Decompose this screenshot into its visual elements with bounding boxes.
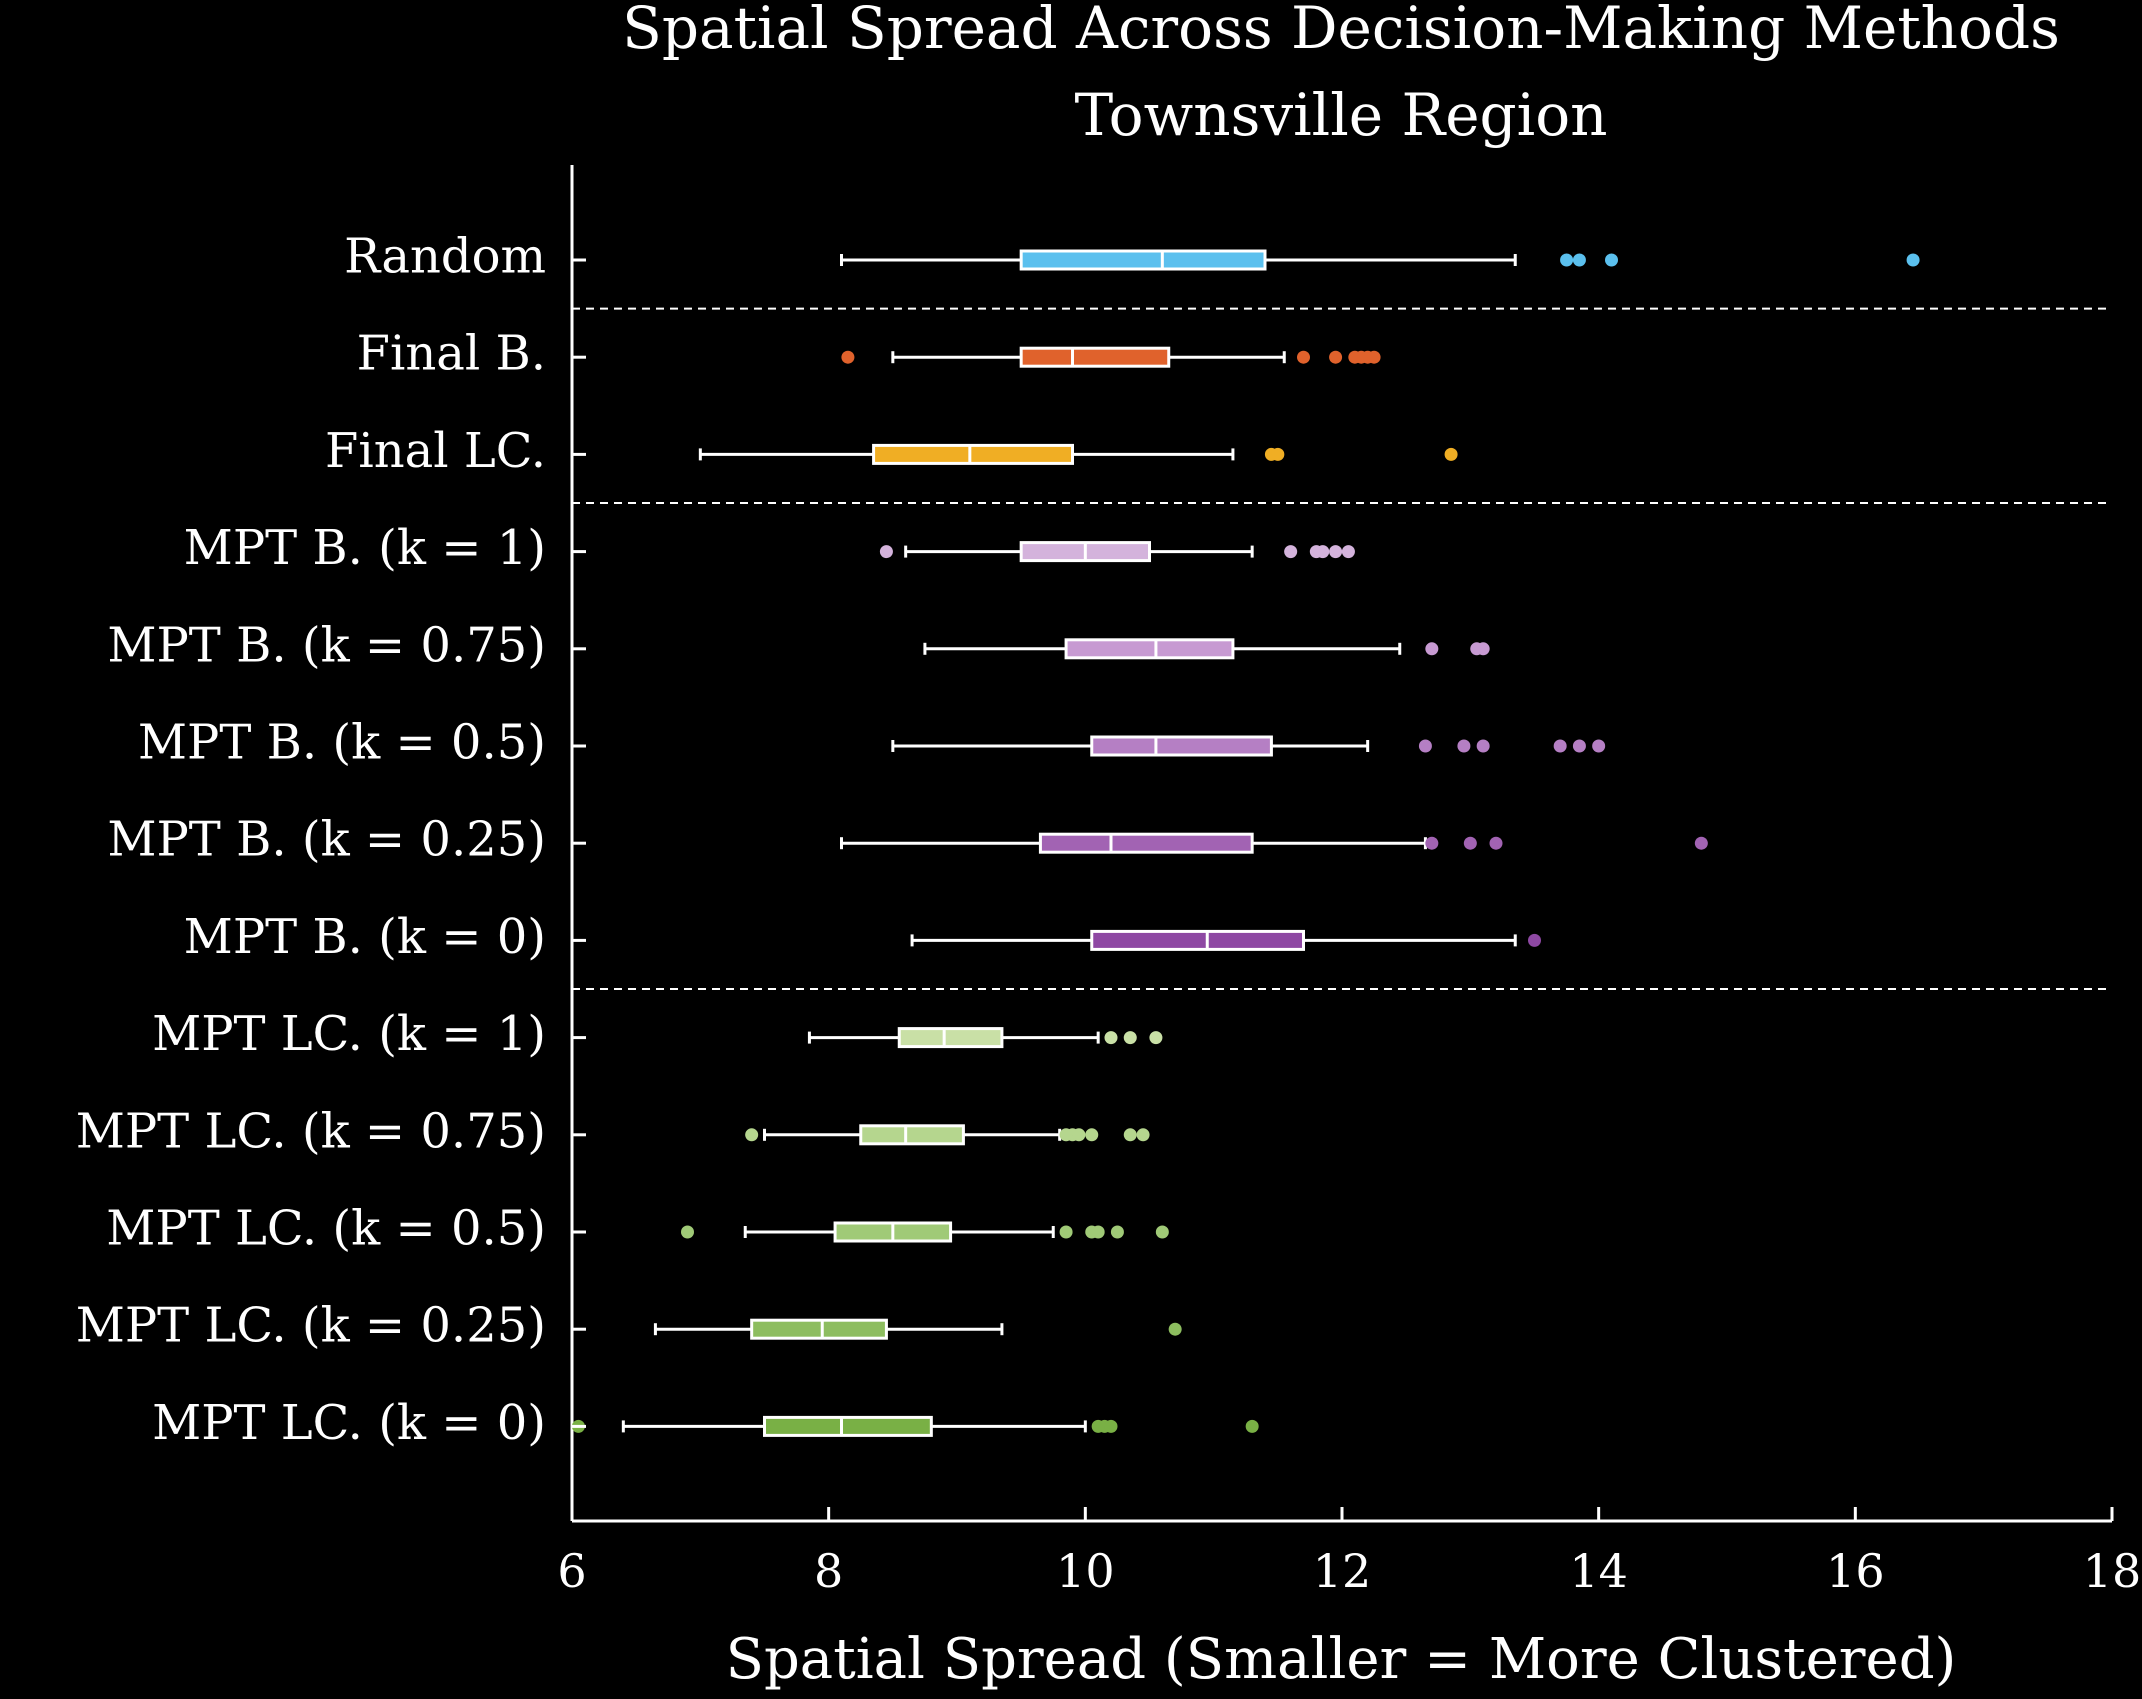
outlier-point (1425, 836, 1439, 850)
box-plot-5 (891, 735, 1606, 757)
box-plot-4 (923, 638, 1490, 660)
x-tick-label: 10 (1056, 1544, 1115, 1598)
box-iqr (872, 443, 1074, 465)
outlier-point (1297, 350, 1310, 364)
y-category-label: MPT LC. (k = 1) (152, 1006, 546, 1062)
outlier-point (1418, 739, 1432, 753)
y-axis-labels: Random Final B. Final LC. MPT B. (k = 1) MPT… (76, 229, 586, 1451)
box-iqr (859, 1124, 965, 1146)
chart-subtitle: Townsville Region (1075, 81, 1608, 149)
outlier-point (1149, 1031, 1163, 1045)
box-iqr (1019, 346, 1171, 368)
box-plot-7 (910, 929, 1541, 951)
outlier-point (1572, 253, 1586, 267)
outlier-point (1271, 447, 1285, 461)
outlier-point (1284, 545, 1298, 559)
outlier-point (1528, 933, 1541, 947)
box-iqr (1090, 735, 1273, 757)
outlier-point (1553, 739, 1567, 753)
y-category-label: MPT LC. (k = 0) (152, 1395, 546, 1451)
outlier-point (1085, 1128, 1099, 1142)
box-plot-10 (681, 1221, 1169, 1243)
box-plot-3 (879, 541, 1355, 563)
box-iqr (1019, 249, 1267, 271)
y-category-label: Final B. (357, 326, 546, 382)
box-iqr (1038, 832, 1254, 854)
outlier-point (1059, 1225, 1073, 1239)
outlier-point (1341, 545, 1355, 559)
outlier-point (1155, 1225, 1169, 1239)
outlier-point (1605, 253, 1618, 267)
box-plot-0 (840, 249, 1920, 271)
outlier-point (1110, 1225, 1124, 1239)
outlier-point (1123, 1128, 1137, 1142)
group-separators (572, 307, 2112, 990)
x-axis-ticks: 6 8 10 12 14 16 18 (557, 1507, 2141, 1598)
x-axis-label: Spatial Spread (Smaller = More Clustered… (726, 1627, 1957, 1692)
box-plot-6 (840, 832, 1708, 854)
outlier-point (1457, 739, 1471, 753)
y-category-label: MPT B. (k = 0.75) (107, 617, 546, 673)
outlier-point (1367, 350, 1381, 364)
y-category-label: MPT B. (k = 0) (184, 909, 546, 965)
y-category-label: MPT LC. (k = 0.25) (76, 1298, 546, 1354)
box-plot-1 (841, 346, 1381, 368)
box-iqr (763, 1415, 933, 1437)
outlier-point (1072, 1128, 1086, 1142)
outlier-point (1476, 739, 1490, 753)
box-plot-8 (807, 1027, 1163, 1049)
outlier-point (879, 545, 893, 559)
x-tick-label: 8 (814, 1544, 843, 1598)
outlier-point (1463, 836, 1477, 850)
x-tick-label: 18 (2083, 1544, 2142, 1598)
outlier-point (1329, 545, 1343, 559)
box-iqr (897, 1027, 1004, 1049)
outlier-point (841, 350, 855, 364)
x-tick-label: 12 (1313, 1544, 1372, 1598)
x-tick-label: 6 (557, 1544, 586, 1598)
outlier-point (1560, 253, 1574, 267)
x-tick-label: 16 (1826, 1544, 1885, 1598)
outlier-point (1572, 739, 1586, 753)
box-plots (571, 249, 1920, 1437)
box-iqr (1064, 638, 1235, 660)
outlier-point (1091, 1225, 1105, 1239)
outlier-point (1104, 1419, 1118, 1433)
y-category-label: MPT B. (k = 1) (184, 520, 546, 576)
y-category-label: MPT B. (k = 0.25) (107, 812, 546, 868)
box-iqr (1090, 929, 1305, 951)
outlier-point (681, 1225, 694, 1239)
x-tick-label: 14 (1569, 1544, 1628, 1598)
outlier-point (1592, 739, 1606, 753)
y-category-label: MPT LC. (k = 0.75) (76, 1103, 546, 1159)
box-iqr (750, 1318, 888, 1340)
chart-title: Spatial Spread Across Decision-Making Me… (622, 0, 2060, 62)
box-plot-2 (698, 443, 1458, 465)
box-plot-11 (653, 1318, 1182, 1340)
outlier-point (745, 1128, 759, 1142)
y-category-label: Final LC. (325, 423, 546, 479)
outlier-point (1329, 350, 1343, 364)
outlier-point (1245, 1419, 1259, 1433)
outlier-point (1104, 1031, 1118, 1045)
y-category-label: Random (344, 229, 546, 285)
y-category-label: MPT B. (k = 0.5) (138, 715, 546, 771)
outlier-point (1168, 1322, 1182, 1336)
outlier-point (1476, 642, 1490, 656)
outlier-point (1123, 1031, 1137, 1045)
outlier-point (1425, 642, 1439, 656)
outlier-point (1489, 836, 1503, 850)
box-plot-9 (745, 1124, 1150, 1146)
y-category-label: MPT LC. (k = 0.5) (106, 1201, 546, 1257)
outlier-point (1444, 447, 1458, 461)
box-plot-12 (571, 1415, 1259, 1437)
outlier-point (1136, 1128, 1150, 1142)
outlier-point (1906, 253, 1920, 267)
outlier-point (1316, 545, 1330, 559)
outlier-point (1694, 836, 1708, 850)
